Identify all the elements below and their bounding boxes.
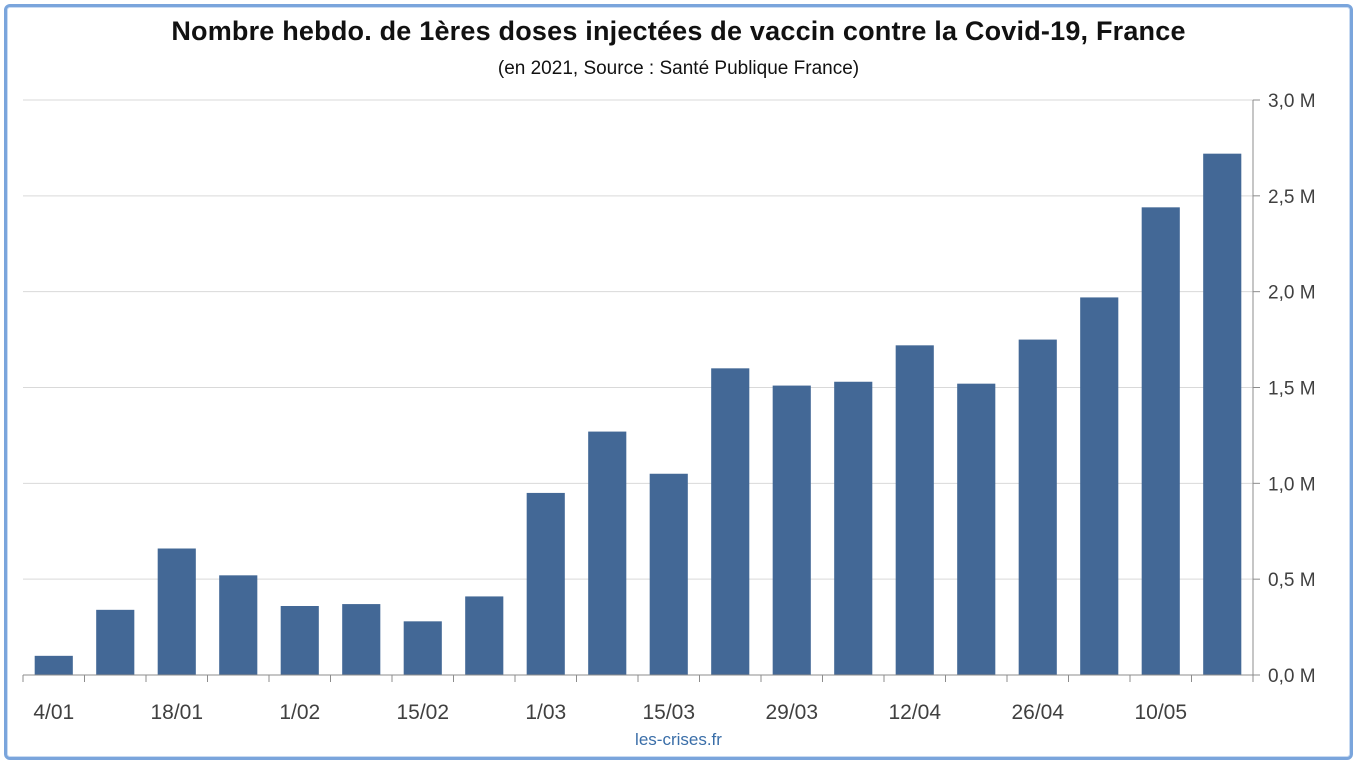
y-tick-label: 1,5 M bbox=[1268, 379, 1316, 400]
bar-18-01 bbox=[157, 548, 196, 675]
x-tick-label: 1/03 bbox=[525, 701, 566, 724]
bar-1-03 bbox=[526, 492, 565, 675]
y-tick-label: 1,0 M bbox=[1268, 474, 1316, 495]
x-tick-label: 26/04 bbox=[1011, 701, 1064, 724]
y-tick-label: 0,0 M bbox=[1268, 666, 1316, 687]
x-tick-label: 15/02 bbox=[396, 701, 449, 724]
bars bbox=[34, 153, 1242, 676]
bar-15-02 bbox=[403, 621, 442, 675]
x-tick-label: 29/03 bbox=[765, 701, 818, 724]
bar-12-04 bbox=[895, 345, 934, 675]
bar-26-04 bbox=[1018, 339, 1057, 675]
bar-17-05 bbox=[1203, 153, 1242, 676]
chart-title: Nombre hebdo. de 1ères doses injectées d… bbox=[171, 16, 1186, 46]
bar-8-03 bbox=[588, 431, 627, 675]
bar-5-04 bbox=[834, 381, 873, 675]
y-tick-label: 0,5 M bbox=[1268, 570, 1316, 591]
x-tick-label: 10/05 bbox=[1134, 701, 1187, 724]
x-tick-label: 4/01 bbox=[33, 701, 74, 724]
bar-1-02 bbox=[280, 606, 319, 675]
x-tick-label: 18/01 bbox=[150, 701, 203, 724]
bar-22-02 bbox=[465, 596, 504, 675]
x-tick-label: 1/02 bbox=[279, 701, 320, 724]
source-credit: les-crises.fr bbox=[635, 730, 722, 749]
bar-25-01 bbox=[219, 575, 258, 675]
y-tick-label: 3,0 M bbox=[1268, 91, 1316, 112]
y-tick-label: 2,0 M bbox=[1268, 283, 1316, 304]
bar-15-03 bbox=[649, 473, 688, 675]
bar-8-02 bbox=[342, 604, 381, 675]
bar-3-05 bbox=[1080, 297, 1119, 675]
x-tick-label: 12/04 bbox=[888, 701, 941, 724]
bar-10-05 bbox=[1141, 207, 1180, 675]
gridlines bbox=[23, 99, 1253, 580]
axes bbox=[22, 99, 1260, 682]
chart-subtitle: (en 2021, Source : Santé Publique France… bbox=[497, 58, 860, 79]
bar-4-01 bbox=[34, 655, 73, 675]
bar-11-01 bbox=[96, 609, 135, 675]
bar-29-03 bbox=[772, 385, 811, 675]
x-tick-labels: 4/01 18/01 1/02 15/02 1/03 15/03 29/03 12/04 26/… bbox=[33, 701, 1187, 724]
bar-19-04 bbox=[957, 383, 996, 675]
y-tick-labels: 0,0 M 0,5 M 1,0 M 1,5 M 2,0 M 2,5 M 3,0 M bbox=[1268, 91, 1316, 687]
y-tick-label: 2,5 M bbox=[1268, 187, 1316, 208]
bar-22-03 bbox=[711, 368, 750, 675]
x-tick-label: 15/03 bbox=[642, 701, 695, 724]
